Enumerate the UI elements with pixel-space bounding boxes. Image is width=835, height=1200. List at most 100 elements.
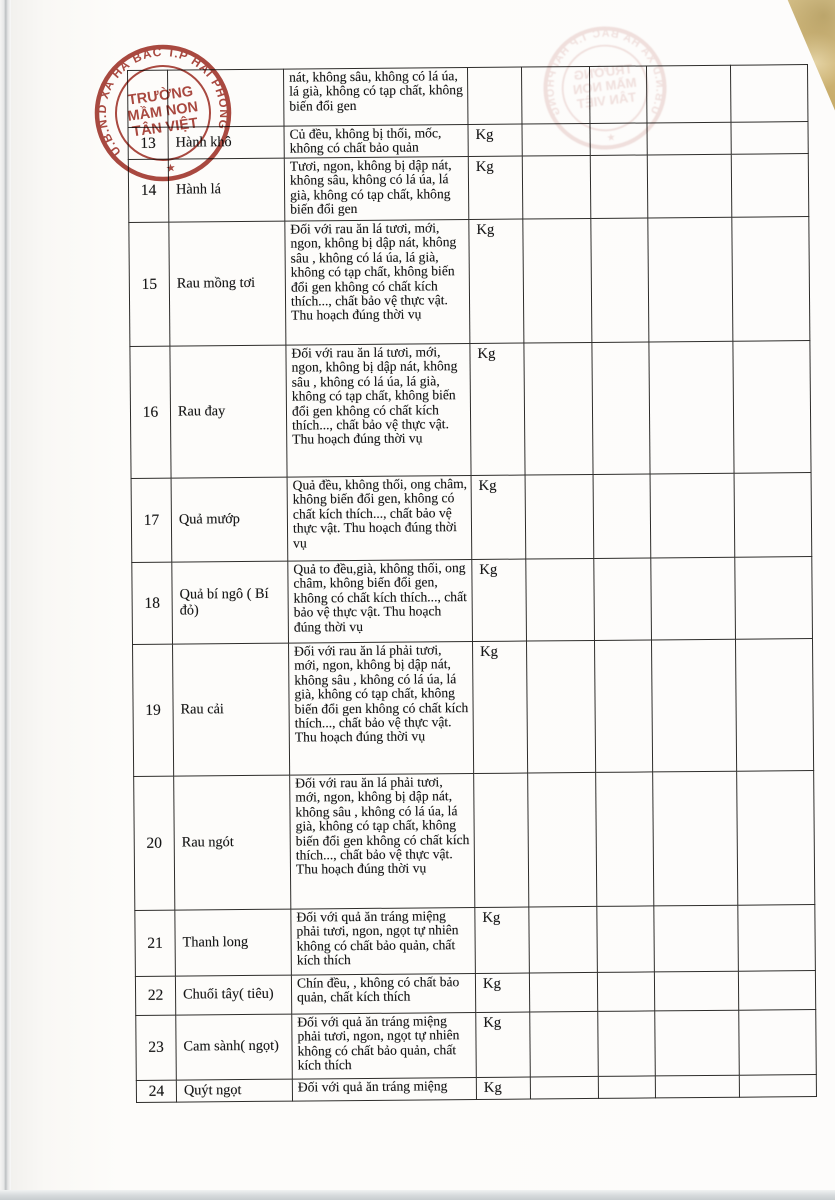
row-number-cell: 23: [135, 1015, 177, 1081]
empty-cell: [526, 640, 596, 774]
empty-cell: [647, 217, 733, 342]
unit-cell: Kg: [474, 907, 530, 974]
item-name-cell: Cam sành( ngọt): [175, 1014, 293, 1081]
row-number-cell: 20: [133, 776, 175, 911]
empty-cell: [521, 123, 591, 157]
spec-description-cell: Đối với quả ăn tráng miệng phải tươi, ng…: [290, 907, 476, 976]
table-row: 21 Thanh long Đối với quả ăn tráng miệng…: [134, 904, 816, 977]
unit-cell: Kg: [475, 1012, 531, 1078]
spec-description-cell: Tươi, ngon, không bị dập nát, không sâu,…: [284, 156, 469, 222]
unit-cell: Kg: [467, 124, 523, 157]
item-name-cell: [167, 69, 284, 128]
empty-cell: [737, 904, 816, 972]
empty-cell: [739, 1074, 817, 1098]
spec-description-cell: Chín đều, , không có chất bảo quản, chất…: [291, 973, 476, 1015]
row-number-cell: 15: [128, 222, 170, 347]
empty-cell: [646, 65, 731, 123]
empty-cell: [528, 906, 598, 974]
spec-description-cell: Đối với rau ăn lá tươi, mới, ngon, không…: [284, 219, 470, 346]
empty-cell: [734, 472, 812, 558]
table-row: 16 Rau đay Đối với rau ăn lá tươi, mới, …: [129, 340, 812, 479]
empty-cell: [527, 772, 597, 908]
empty-cell: [648, 341, 735, 474]
spec-description-cell: Đối với quả ăn tráng miệng phải tươi, ng…: [291, 1012, 477, 1080]
empty-cell: [522, 218, 592, 344]
row-number-cell: 16: [129, 346, 172, 479]
spec-description-cell: Đối với quả ăn tráng miệng: [292, 1077, 477, 1102]
scan-bottom-edge: [0, 1190, 835, 1200]
spec-description-cell: Đối với rau ăn lá phải tươi, mới, ngon, …: [288, 641, 474, 776]
item-name-cell: Rau cải: [172, 643, 290, 777]
empty-cell: [596, 905, 655, 973]
spec-description-cell: Quả đều, không thối, ong châm, không biế…: [287, 475, 472, 562]
empty-cell: [732, 340, 812, 474]
empty-cell: [738, 970, 816, 1011]
empty-cell: [594, 639, 653, 773]
empty-cell: [730, 121, 809, 155]
empty-cell: [651, 639, 737, 772]
table-row: 23 Cam sành( ngọt) Đối với quả ăn tráng …: [135, 1009, 817, 1081]
empty-cell: [654, 971, 739, 1011]
unit-cell: [467, 67, 522, 125]
row-number-cell: 19: [132, 644, 174, 777]
row-number-cell: 21: [134, 910, 176, 977]
spec-description-cell: Củ đều, không bị thối, mốc, không có chấ…: [283, 124, 469, 159]
unit-cell: Kg: [472, 641, 528, 774]
empty-cell: [736, 770, 815, 906]
unit-cell: Kg: [469, 343, 526, 476]
empty-cell: [734, 556, 813, 640]
spec-description-cell: nát, không sâu, không có lá úa, lá già, …: [283, 67, 468, 127]
unit-cell: Kg: [476, 1077, 531, 1100]
table-row: 22 Chuối tây( tiêu) Chín đều, , không có…: [135, 970, 816, 1016]
unit-cell: Kg: [471, 475, 526, 560]
row-number-cell: [127, 70, 169, 128]
item-name-cell: Hành lá: [168, 158, 285, 223]
empty-cell: [647, 154, 732, 218]
unit-cell: [473, 773, 529, 908]
table-row: nát, không sâu, không có lá úa, lá già, …: [127, 64, 808, 128]
empty-cell: [652, 771, 738, 906]
empty-cell: [595, 771, 654, 907]
empty-cell: [589, 65, 647, 124]
table-row: 20 Rau ngót Đối với rau ăn lá phải tươi,…: [133, 770, 815, 911]
page-left-edge: [0, 0, 11, 1200]
unit-cell: Kg: [471, 559, 527, 642]
item-name-cell: Rau đay: [169, 345, 288, 479]
table-row: 24 Quýt ngọt Đối với quả ăn tráng miệng …: [136, 1074, 817, 1103]
empty-cell: [590, 154, 648, 219]
item-name-cell: Quả mướp: [171, 477, 288, 563]
empty-cell: [591, 341, 651, 475]
unit-cell: Kg: [468, 219, 524, 344]
empty-cell: [650, 557, 736, 640]
unit-cell: Kg: [468, 156, 523, 220]
empty-cell: [529, 1011, 599, 1078]
unit-cell: Kg: [475, 973, 530, 1013]
empty-cell: [593, 473, 651, 559]
row-number-cell: 22: [135, 976, 176, 1016]
spec-description-cell: Đối với rau ăn lá tươi, mới, ngon, không…: [285, 343, 472, 478]
empty-cell: [597, 971, 655, 1012]
table-row: 15 Rau mồng tơi Đối với rau ăn lá tươi, …: [128, 216, 810, 347]
empty-cell: [730, 64, 808, 123]
table-row: 17 Quả mướp Quả đều, không thối, ong châ…: [131, 472, 812, 563]
item-name-cell: Chuối tây( tiêu): [175, 975, 292, 1016]
item-name-cell: Rau mồng tơi: [168, 221, 286, 347]
row-number-cell: 18: [131, 562, 173, 645]
spec-description-cell: Quả to đều,già, không thối, ong châm, kh…: [287, 559, 473, 644]
empty-cell: [522, 155, 591, 220]
empty-cell: [654, 1010, 740, 1076]
empty-cell: [597, 1010, 656, 1077]
empty-cell: [523, 342, 594, 476]
empty-cell: [590, 217, 649, 343]
empty-cell: [589, 122, 648, 156]
empty-cell: [598, 1075, 656, 1099]
empty-cell: [738, 1009, 817, 1076]
empty-cell: [731, 153, 809, 218]
empty-cell: [650, 473, 735, 558]
table-row: 19 Rau cải Đối với rau ăn lá phải tươi, …: [132, 638, 814, 777]
row-number-cell: 24: [136, 1080, 177, 1103]
empty-cell: [521, 66, 590, 125]
empty-cell: [525, 474, 594, 560]
row-number-cell: 13: [128, 127, 169, 160]
